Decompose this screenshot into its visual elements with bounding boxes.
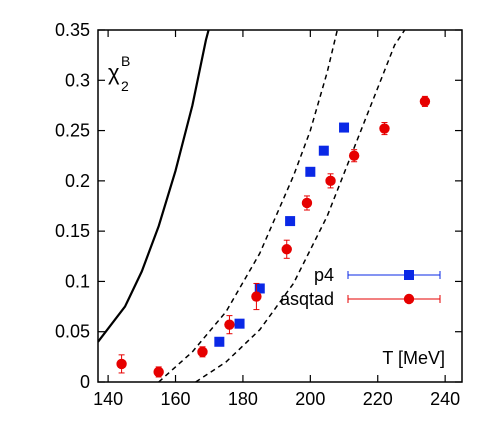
asqtad-point-8	[348, 150, 360, 161]
x-tick-label-180: 180	[228, 389, 258, 409]
ylabel-subscript: 2	[121, 78, 129, 94]
curves	[98, 30, 406, 382]
y-tick-label-0.15: 0.15	[55, 221, 90, 241]
p4-point-3	[285, 216, 296, 227]
x-tick-label-220: 220	[363, 389, 393, 409]
x-tick-label-140: 140	[93, 389, 123, 409]
p4-point-2	[254, 283, 265, 294]
asqtad-point-3	[224, 319, 235, 330]
p4-point-4	[305, 166, 316, 177]
y-tick-label-0.35: 0.35	[55, 20, 90, 40]
asqtad-point-2	[197, 346, 208, 358]
legend-marks	[347, 270, 441, 305]
y-tick-label-0: 0	[80, 372, 90, 392]
ylabel-main: χ	[108, 60, 120, 85]
legend: p4 asqtad	[280, 265, 441, 309]
asqtad-point-9	[379, 123, 390, 134]
p4-point-5	[318, 145, 329, 156]
y-tick-label-0.05: 0.05	[55, 322, 90, 342]
legend-marker-p4	[404, 270, 414, 280]
asqtad-point-1	[153, 366, 164, 378]
x-tick-label-200: 200	[295, 389, 325, 409]
p4-point-0	[214, 336, 225, 347]
asqtad-point-10	[419, 96, 431, 107]
x-tick-label-160: 160	[160, 389, 190, 409]
ticks: 140 160 180 200 220 240 0 0.05 0.1 0.15 0.2 0.25 0.3…	[55, 20, 462, 409]
legend-marker-asqtad	[403, 293, 415, 305]
p4-point-1	[234, 318, 245, 329]
y-tick-label-0.25: 0.25	[55, 121, 90, 141]
y-axis-annotation: χ B 2	[108, 53, 130, 94]
asqtad-point-4	[251, 291, 262, 302]
y-tick-label-0.3: 0.3	[65, 70, 90, 90]
y-tick-label-0.2: 0.2	[65, 171, 90, 191]
data-points	[116, 95, 431, 378]
curve-2-dashed	[158, 30, 339, 382]
legend-label-asqtad: asqtad	[280, 289, 334, 309]
asqtad-point-7	[325, 175, 336, 187]
curve-1-solid	[98, 30, 210, 343]
x-tick-label-240: 240	[430, 389, 460, 409]
ylabel-superscript: B	[121, 53, 130, 69]
asqtad-point-5	[281, 244, 292, 255]
p4-point-6	[339, 122, 350, 133]
x-axis-annotation: T [MeV]	[382, 348, 445, 368]
y-tick-label-0.1: 0.1	[65, 271, 90, 291]
plot-frame	[97, 29, 463, 383]
asqtad-point-6	[301, 197, 313, 209]
legend-label-p4: p4	[314, 265, 334, 285]
asqtad-point-0	[116, 358, 127, 370]
plot-border	[97, 29, 463, 383]
